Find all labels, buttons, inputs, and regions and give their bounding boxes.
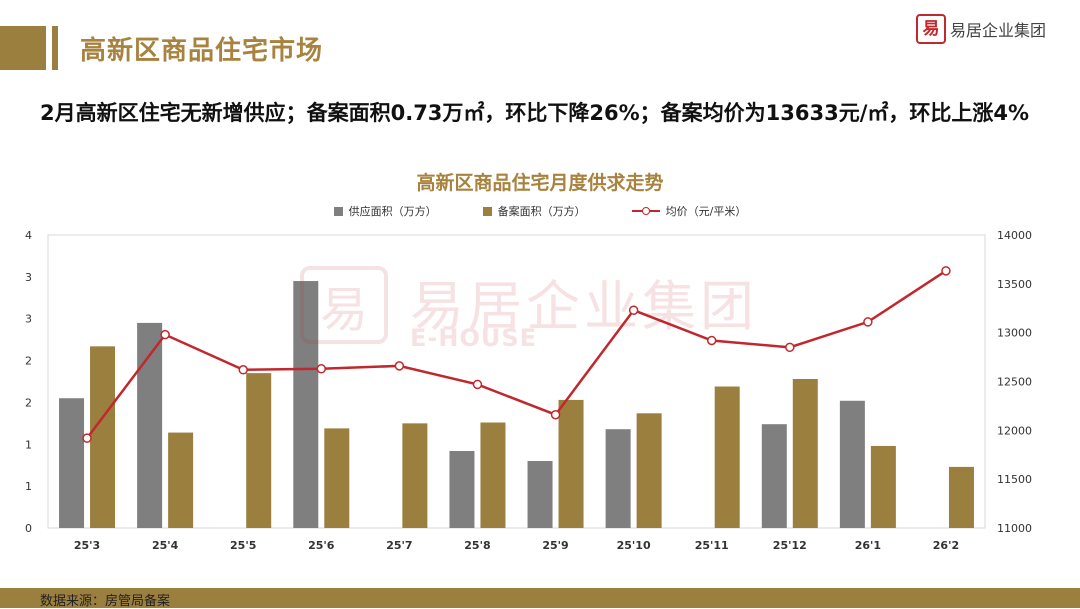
logo-text: 易居企业集团 [949, 21, 1046, 40]
right-axis-tick-label: 13500 [997, 278, 1032, 291]
left-axis-tick-label: 0 [25, 522, 32, 535]
logo-mark-icon: 易 [915, 14, 946, 44]
title-accent-bar [0, 26, 46, 70]
x-axis-tick-label: 25'3 [74, 539, 100, 552]
headline: 2月高新区住宅无新增供应；备案面积0.73万㎡，环比下降26%；备案均价为136… [40, 101, 1030, 125]
filed-bar [480, 422, 506, 528]
supply-bar [293, 281, 319, 528]
x-axis-tick-label: 25'12 [773, 539, 807, 552]
left-axis-tick-label: 2 [25, 396, 32, 409]
legend-price-swatch [631, 206, 660, 216]
x-axis-tick-label: 26'1 [855, 539, 881, 552]
left-axis-tick-label: 4 [25, 229, 32, 242]
price-line [86, 269, 947, 439]
x-axis-tick-label: 25'7 [386, 539, 412, 552]
filed-bar [636, 413, 662, 528]
x-axis-tick-label: 25'11 [695, 539, 729, 552]
source-note: 数据来源：房管局备案 [40, 594, 171, 609]
left-axis-tick-label: 1 [25, 438, 32, 451]
filed-bar [246, 373, 272, 528]
supply-bar [449, 450, 475, 528]
chart-title: 高新区商品住宅月度供求走势 [416, 172, 664, 194]
right-axis-tick-label: 14000 [997, 229, 1032, 242]
price-point [941, 266, 951, 276]
supply-bar [761, 424, 787, 528]
price-point [628, 305, 639, 315]
price-point [316, 364, 327, 374]
right-axis-tick-label: 12500 [997, 376, 1032, 389]
plot-frame [47, 234, 986, 529]
x-axis-tick-label: 26'2 [933, 539, 959, 552]
footer-bar [0, 588, 1080, 608]
filed-bar [402, 423, 428, 528]
right-axis-tick-label: 13000 [997, 327, 1032, 340]
title-accent-stripe [52, 26, 58, 70]
right-axis-tick-label: 11500 [997, 473, 1032, 486]
filed-bar [870, 445, 896, 528]
legend-filed: 备案面积（万方） [482, 203, 586, 219]
filed-bar [90, 346, 116, 528]
price-point [863, 317, 873, 327]
filed-bar [714, 386, 740, 528]
legend-supply-swatch [333, 206, 343, 216]
x-axis-tick-label: 25'9 [542, 539, 568, 552]
legend-price: 均价（元/平米） [631, 203, 747, 219]
price-point [160, 329, 170, 340]
x-axis-tick-label: 25'10 [617, 539, 651, 552]
supply-bar [527, 461, 553, 528]
price-point [472, 379, 483, 390]
legend-filed-swatch [482, 206, 492, 216]
legend-price-label: 均价（元/平米） [665, 205, 747, 218]
price-point [550, 409, 561, 420]
x-axis-tick-label: 25'8 [464, 539, 490, 552]
brand-logo: 易 易居企业集团 [915, 14, 1046, 44]
filed-bar [948, 466, 974, 528]
supply-bar [839, 400, 865, 528]
legend-supply-label: 供应面积（万方） [348, 205, 437, 218]
left-axis-tick-label: 3 [25, 313, 32, 326]
price-point [238, 365, 248, 375]
page-title: 高新区商品住宅市场 [80, 36, 324, 66]
right-axis-tick-label: 12000 [997, 424, 1032, 437]
price-point [394, 361, 405, 371]
x-axis-tick-label: 25'5 [230, 539, 256, 552]
left-axis-tick-label: 1 [25, 480, 32, 493]
price-point [706, 335, 717, 346]
left-axis-tick-label: 2 [25, 355, 32, 368]
left-axis-tick-label: 3 [25, 271, 32, 284]
filed-bar [558, 399, 584, 528]
price-point [82, 433, 92, 443]
supply-bar [59, 398, 85, 528]
x-axis-tick-label: 25'4 [152, 539, 179, 552]
x-axis-tick-label: 25'6 [308, 539, 335, 552]
supply-bar [605, 429, 631, 528]
legend-supply: 供应面积（万方） [333, 203, 437, 219]
legend-filed-label: 备案面积（万方） [497, 205, 586, 218]
chart-legend: 供应面积（万方） 备案面积（万方） 均价（元/平米） [0, 203, 1080, 219]
filed-bar [168, 432, 194, 528]
right-axis-tick-label: 11000 [997, 522, 1032, 535]
filed-bar [792, 378, 818, 528]
price-point [785, 342, 795, 353]
filed-bar [324, 428, 350, 528]
